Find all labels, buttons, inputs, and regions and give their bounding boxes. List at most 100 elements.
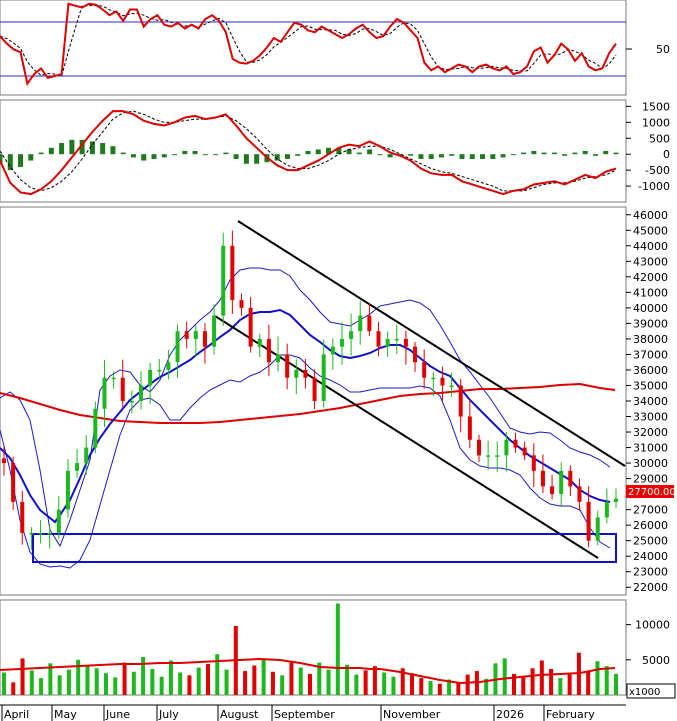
volume-bar [614,673,618,695]
volume-bar [437,683,442,695]
price-tick-label: 41000 [633,286,668,299]
candle-body [29,532,34,535]
candle-body [394,338,399,341]
support-zone-box [32,533,617,563]
candle-body [303,369,308,378]
candle-body [476,439,481,456]
volume-bar [382,672,387,695]
candle-body [93,408,98,448]
candle-body [504,439,509,456]
macd-tick-label: 0 [663,148,670,161]
candle-body [440,377,445,386]
volume-bar [335,603,340,695]
volume-bar [586,671,591,695]
current-price-label: 27700.00 [628,487,676,498]
volume-bar [391,676,396,695]
macd-histogram-bar [213,154,219,156]
candle-body [321,354,326,401]
candle-body [339,338,344,347]
macd-histogram-bar [233,154,239,159]
macd-tick-label: -1000 [638,180,670,193]
candle-body [559,470,564,495]
candle-body [403,338,408,347]
macd-histogram-bar [377,154,383,156]
macd-histogram-bar [202,154,208,156]
volume-bar [215,654,220,695]
macd-histogram-bar [182,151,188,155]
macd-histogram-bar [18,154,24,167]
candle-body [11,463,16,502]
candle-body [385,338,390,347]
macd-histogram-bar [89,141,95,155]
volume-bar [159,676,164,695]
macd-histogram-bar [438,154,444,158]
candle-body [522,447,527,456]
macd-histogram-bar [274,154,280,161]
candle-body [568,470,573,487]
macd-histogram-bar [572,152,578,155]
candle-body [294,369,299,378]
candle-body [65,470,70,510]
volume-bar [76,659,81,695]
price-tick-label: 34000 [633,395,668,408]
volume-bar [85,665,90,695]
macd-histogram-bar [500,154,506,158]
macd-histogram-bar [295,154,301,156]
rsi-line [0,2,617,87]
macd-histogram-bar [387,154,393,158]
rsi-frame [0,0,627,96]
candle-body [595,517,600,541]
volume-bar [456,682,461,695]
month-label: February [546,708,595,721]
macd-histogram-bar [428,154,434,159]
volume-bar [122,662,127,695]
candle-body [495,455,500,457]
candle-body [202,331,207,347]
candle-body [349,331,354,339]
volume-bar [178,672,183,695]
candle-body [540,470,545,487]
candle-body [458,385,463,417]
volume-bar [57,675,62,695]
candle-body [577,486,582,502]
macd-histogram-bar [254,154,260,164]
candle-body [120,377,125,401]
macd-histogram-bar [592,154,598,156]
volume-bar [48,663,53,695]
candle-body [212,315,217,347]
volume-bar [317,662,322,695]
macd-histogram-bar [38,152,44,155]
price-tick-label: 23000 [633,566,668,579]
macd-histogram-bar [459,154,465,159]
volume-bar [447,679,452,695]
volume-bar [131,671,136,695]
macd-histogram-bar [243,154,249,164]
candle-body [221,245,226,316]
volume-bar [363,670,368,695]
macd-histogram-bar [603,151,609,155]
macd-histogram-bar [336,147,342,155]
macd-tick-label: 1500 [642,100,670,113]
volume-bar [419,678,424,695]
volume-bar [66,669,71,695]
candle-body [139,385,144,401]
candle-body [550,486,555,495]
volume-bar [345,664,350,695]
macd-histogram-bar [510,154,516,156]
candle-body [175,331,180,363]
candle-body [193,331,198,339]
macd-histogram-bar [7,154,13,171]
candle-body [38,532,43,535]
volume-bar [567,672,572,695]
volume-tick-label: 5000 [642,654,670,667]
macd-histogram-bar [315,149,321,155]
volume-bar [354,674,359,695]
macd-histogram-bar [192,151,198,155]
volume-bar [428,680,433,695]
macd-line [0,110,617,196]
candle-body [367,315,372,332]
month-label: July [158,708,179,721]
macd-histogram-bar [305,151,311,155]
macd-histogram-bar [449,154,455,156]
